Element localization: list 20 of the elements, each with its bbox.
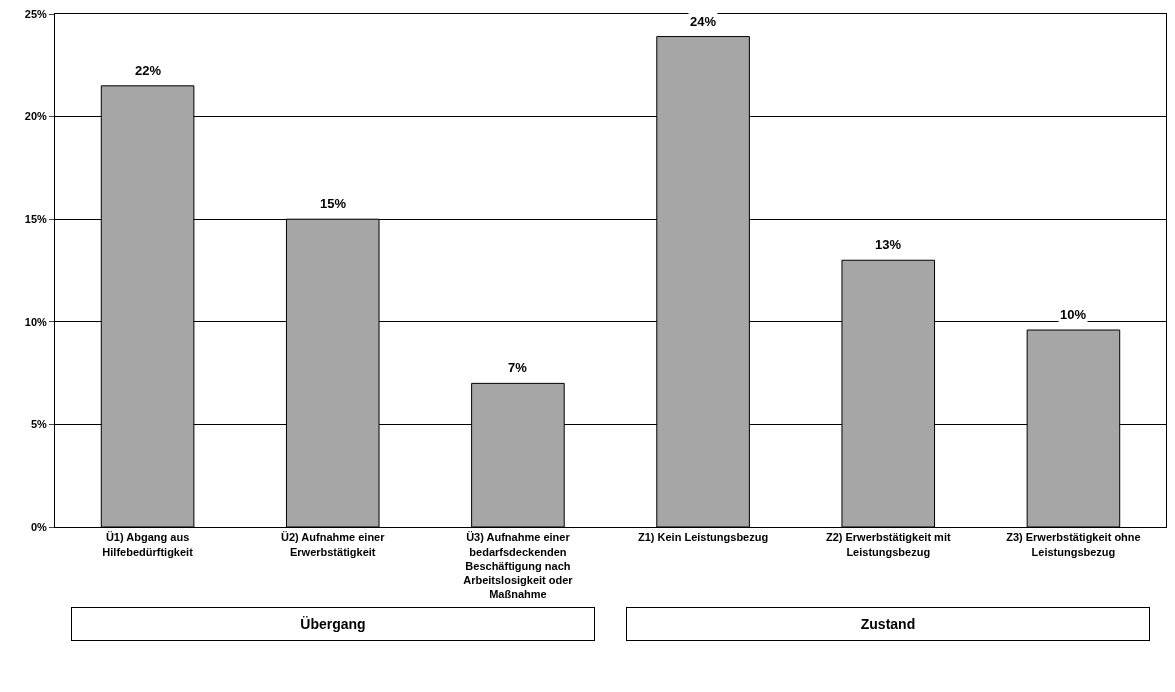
data-label: 13% <box>875 237 902 252</box>
text: Übergang <box>300 616 366 632</box>
x-tick-label: Ü1) Abgang aus Hilfebedürftigkeit <box>102 531 194 558</box>
data-label: 7% <box>508 360 528 375</box>
x-tick-label: Z2) Erwerbstätigkeit mit Leistungsbezug <box>825 531 951 558</box>
x-tick-label: Ü3) Aufnahme einer bedarfsdeckenden Beschäftigung nach Arbeitslosigkeit oder Maßnahme <box>463 531 574 601</box>
data-label: 15% <box>320 196 347 211</box>
y-tick-label: 0% <box>30 520 48 533</box>
y-tick-label: 20% <box>24 110 47 123</box>
text: Zustand <box>860 616 916 632</box>
y-tick-label: 25% <box>24 7 47 20</box>
x-tick-label: Z3) Erwerbstätigkeit ohne Leistungsbezug <box>1006 531 1141 558</box>
data-label: 10% <box>1060 307 1087 322</box>
data-label: 24% <box>690 14 717 29</box>
y-tick-label: 15% <box>24 213 47 226</box>
x-tick-label: Ü2) Aufnahme einer Erwerbstätigkeit <box>280 531 386 558</box>
y-tick-label: 5% <box>30 418 48 431</box>
y-tick-label: 10% <box>24 315 47 328</box>
data-label: 22% <box>135 63 162 78</box>
x-tick-label: Z1) Kein Leistungsbezug <box>637 531 769 544</box>
